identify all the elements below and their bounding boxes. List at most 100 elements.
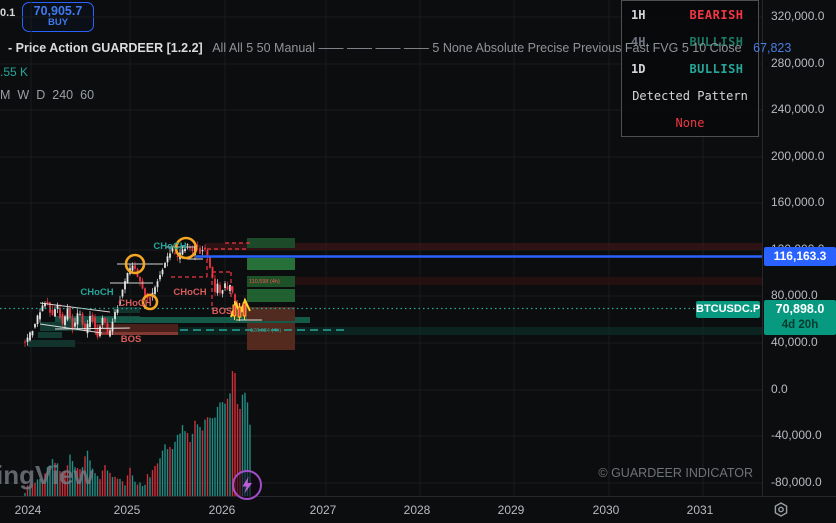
year-tick-2031[interactable]: 2031 [686,503,714,517]
volume-bar [81,467,84,496]
volume-bar [116,478,119,496]
chart-canvas[interactable]: CHoCH CHoCH CHoCH CHoCH BOS BOS 110,598 (4h) 12… [0,0,762,496]
volume-bar [149,477,151,496]
indicator-title: - Price Action GUARDEER [1.2.2] [8,41,203,55]
swing-point-circle [174,236,198,260]
timeframe-button-240[interactable]: 240 [52,88,74,102]
signal-row-4h: 4H BULLISH [622,28,758,55]
candle-body [149,296,151,301]
candle-body [176,255,179,258]
cut-price-label: 0.1 [0,7,16,19]
year-tick-2029[interactable]: 2029 [497,503,525,517]
indicator-params: All All 5 50 Manual —— —— —— —— 5 None A… [212,41,742,55]
candle-body [134,265,136,269]
volume-bar [84,456,86,496]
volume-bar [74,467,76,496]
volume-bar [39,478,41,496]
candle-body [99,326,101,337]
volume-bar [94,473,96,496]
candle-body [109,330,111,337]
price-axis[interactable]: 320,000.0 280,000.0 240,000.0 200,000.0 160,… [762,0,836,496]
volume-bar [36,479,39,496]
level-band [290,277,762,285]
candle-body [54,309,56,317]
fvg-zone [247,323,295,350]
year-tick-2028[interactable]: 2028 [403,503,431,517]
candle-body [66,307,69,320]
candle-body [71,318,74,330]
year-tick-2024[interactable]: 2024 [14,503,42,517]
candle-body [34,323,36,328]
volume-bar [89,460,91,496]
candle-body [116,309,119,313]
candle-body [36,315,39,325]
year-tick-2027[interactable]: 2027 [309,503,337,517]
volume-bar [96,475,99,496]
timeframe-button-w[interactable]: W [17,88,30,102]
signal-row-1h: 1H BEARISH [622,1,758,28]
swing-point-circle [141,293,159,311]
volume-bar [61,472,64,496]
timeframe-button-d[interactable]: D [36,88,46,102]
volume-bar [114,476,116,496]
volume-bar [181,425,184,496]
candle-body [59,307,61,318]
volume-bar [44,473,46,496]
level-band [95,327,762,335]
fvg-zone [247,289,295,302]
indicator-legend[interactable]: - Price Action GUARDEER [1.2.2] All All … [8,41,791,55]
volume-bar [66,465,69,496]
zone-price-label: 126,634 (4h) [250,328,281,334]
candle-body [186,244,189,246]
lightning-bolt-button[interactable] [232,470,262,500]
volume-bar [29,487,31,496]
fvg-zone [247,276,295,287]
structure-label: BOS [121,334,142,345]
volume-bar [186,432,189,496]
volume-bar [41,478,44,496]
volume-bar [119,478,121,496]
candle-body [89,315,91,328]
candle-body [171,248,174,252]
volume-bar [176,434,179,496]
candle-body [51,309,54,315]
year-tick-2030[interactable]: 2030 [592,503,620,517]
volume-bar [161,450,164,496]
candle-body [91,315,94,322]
volume-bar [224,403,226,496]
volume-bar [79,469,81,496]
fvg-zone [247,307,295,321]
volume-readout: .55 K [0,65,29,79]
volume-bar [191,433,194,496]
candle-body [184,248,186,252]
candle-body [219,284,221,293]
fvg-zone [95,324,178,335]
volume-bar [179,433,181,496]
year-tick-2026[interactable]: 2026 [208,503,236,517]
signal-row-1d: 1D BULLISH [622,55,758,82]
volume-bar [69,454,71,496]
timeframe-button-m[interactable]: M [0,88,11,102]
volume-bar [159,458,161,496]
candle-body [41,305,44,312]
price-tick: 80,000.0 [771,288,818,302]
swing-point-circle [124,253,146,275]
time-axis[interactable]: 2024 2025 2026 2027 2028 2029 2030 2031 [0,496,836,523]
volume-bar [91,468,94,496]
axis-settings-gear-icon[interactable] [772,501,790,519]
signal-tf-label: 4H [631,34,646,49]
price-tick: -40,000.0 [771,428,822,442]
candle-body [84,323,86,332]
symbol-price-label: BTCUSDC.P [696,301,760,318]
year-tick-2025[interactable]: 2025 [113,503,141,517]
price-tick: 280,000.0 [771,56,825,70]
zone-price-label: 110,598 (4h) [249,279,280,285]
volume-bar [164,444,166,496]
timeframe-button-60[interactable]: 60 [80,88,95,102]
bar-countdown: 4d 20h [781,318,819,331]
candle-body [64,316,66,326]
lightning-bolt-icon [242,476,252,494]
candle-body [201,250,204,252]
structure-label: BOS [212,306,233,317]
